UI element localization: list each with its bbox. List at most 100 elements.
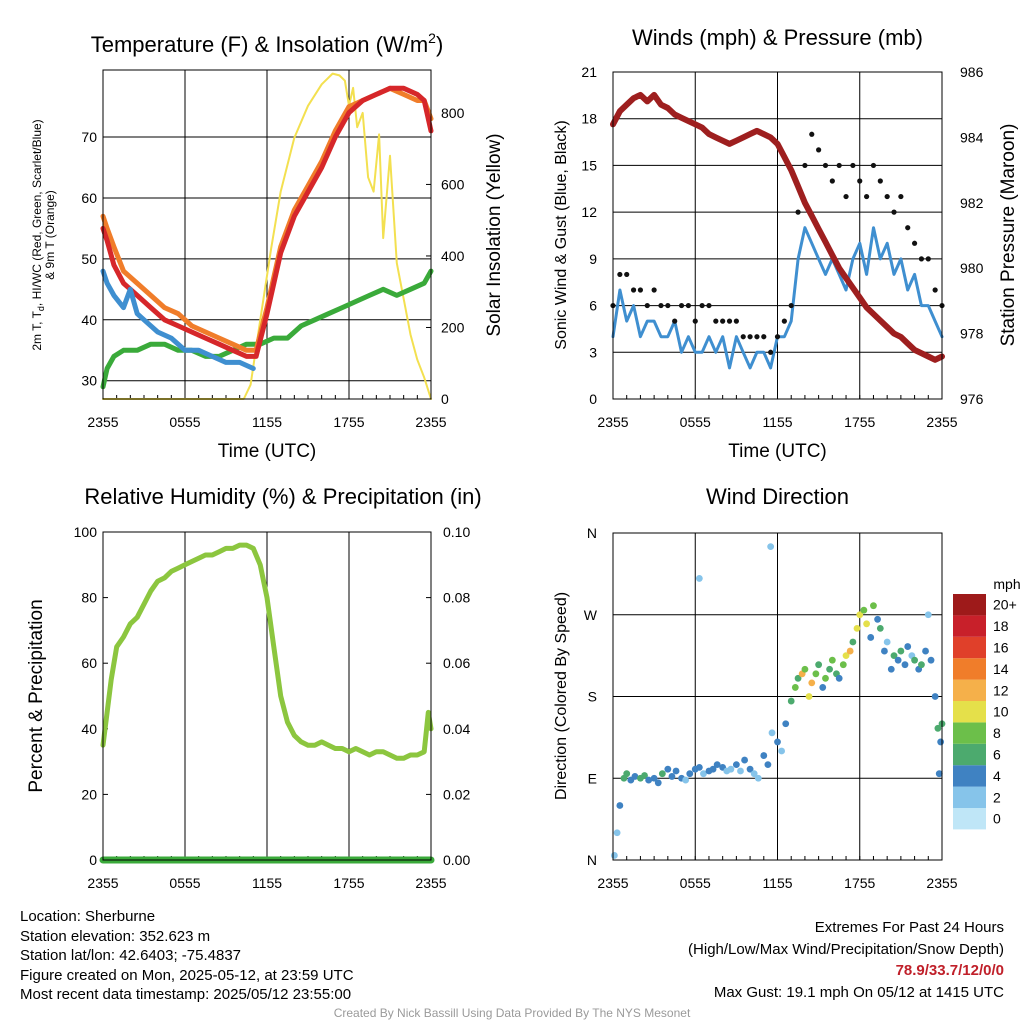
winds-x-tick-label: 1155 (762, 414, 792, 430)
temp-y-tick-label: 40 (81, 312, 97, 328)
winds-gust-point (630, 287, 637, 293)
colorbar-swatch (953, 743, 986, 766)
winds-gust-point (891, 209, 897, 215)
extremes-legend: (High/Low/Max Wind/Precipitation/Snow De… (688, 940, 1004, 958)
latlon-text: Station lat/lon: 42.6403; -75.4837 (20, 947, 242, 964)
temp-title: Temperature (F) & Insolation (W/m2) (91, 30, 444, 57)
dir-point (835, 674, 843, 682)
temp-series-insolation (102, 72, 432, 400)
colorbar-swatch (953, 701, 986, 723)
dir-point (682, 776, 690, 784)
dir-point (741, 756, 748, 764)
temp-ylabel: 2m T, Td, HI/WC (Red, Green, Scarlet/Blu… (30, 119, 57, 350)
rh-y-tick-label: 60 (81, 655, 97, 671)
winds-gust-point (809, 131, 815, 137)
dir-point (887, 665, 895, 673)
winds-gust-point (843, 193, 849, 200)
dir-point (613, 829, 621, 837)
colorbar-swatch (953, 786, 986, 808)
dir-point (819, 684, 827, 691)
station-info: Location: Sherburne Station elevation: 3… (20, 907, 354, 1005)
winds-gust-point (678, 302, 685, 309)
winds-gust-point (918, 256, 925, 262)
winds-gust-point (733, 318, 739, 324)
winds-gust-point (651, 287, 657, 293)
winds-gust-point (884, 193, 890, 200)
winds-gust-point (836, 162, 842, 169)
dir-point (713, 761, 721, 769)
winds-gust-point (754, 334, 760, 340)
dir-point (774, 738, 781, 746)
dir-y-tick-label: N (587, 852, 597, 868)
dir-point (828, 656, 836, 664)
temp-ylabel-line2: & 9m T (Orange) (43, 190, 57, 280)
dir-point (812, 670, 820, 678)
winds-gust-point (905, 225, 911, 231)
rh-x-tick-label: 0555 (169, 875, 200, 891)
winds-y2label: Station Pressure (Maroon) (998, 124, 1019, 347)
winds-y-tick-label: 6 (589, 298, 597, 314)
rh-x-tick-label: 2355 (87, 875, 118, 891)
winds-gust-point (726, 318, 733, 324)
winds-gust-point (624, 271, 630, 278)
winds-gust-point (699, 302, 705, 309)
colorbar-label: 4 (993, 768, 1001, 784)
winds-x-tick-label: 0555 (680, 414, 711, 430)
winds-x-tick-label: 1755 (844, 414, 875, 430)
winds-gust-point (822, 162, 829, 169)
rh-plot-frame (102, 531, 432, 861)
winds-gust-point (781, 318, 787, 324)
temp-ylabel-line1: 2m T, Td, HI/WC (Red, Green, Scarlet/Blu… (30, 119, 46, 350)
rh-y-tick-label: 100 (74, 524, 98, 540)
winds-x-tick-label: 2355 (597, 414, 628, 430)
temp-x-tick-label: 2355 (415, 414, 446, 430)
winds-gust-point (720, 318, 726, 324)
winds-x-tick-label: 2355 (926, 414, 957, 430)
winds-y-tick-label: 21 (581, 64, 597, 80)
colorbar-swatch (953, 722, 986, 744)
dir-point (856, 611, 864, 619)
dir-x-tick-label: 1155 (762, 875, 792, 891)
winds-gust-point (850, 162, 856, 169)
dir-point (931, 693, 939, 700)
winds-y-tick-label: 3 (589, 344, 597, 360)
winds-y2-tick-label: 978 (960, 326, 984, 342)
colorbar-swatch (953, 636, 986, 659)
dir-point (849, 638, 857, 646)
winds-gust-point (788, 302, 794, 309)
dir-point (709, 765, 717, 773)
rh-x-tick-label: 1155 (252, 875, 282, 891)
winds-y2-tick-label: 980 (960, 260, 984, 276)
winds-gust-point (829, 178, 835, 184)
winds-gust-point (685, 302, 691, 309)
dir-point (764, 761, 772, 769)
elevation-text: Station elevation: 352.623 m (20, 927, 211, 945)
winds-y-tick-label: 12 (581, 204, 597, 220)
winds-gust-point (857, 178, 863, 184)
dir-plot-frame (612, 532, 943, 861)
temp-xlabel: Time (UTC) (218, 441, 317, 462)
extremes-info: Extremes For Past 24 Hours (High/Low/Max… (688, 917, 1004, 1003)
winds-gust-point (644, 302, 650, 309)
dir-point (695, 763, 703, 771)
winds-gust-point (864, 193, 870, 200)
dir-point (842, 652, 850, 660)
rh-y2-tick-label: 0.04 (443, 721, 470, 737)
winds-gust-point (747, 334, 753, 340)
winds-gust-point (672, 318, 678, 324)
winds-gust-point (658, 302, 664, 309)
winds-plot-frame (612, 71, 943, 400)
dir-point (631, 773, 639, 780)
colorbar-label: 0 (993, 811, 1001, 827)
dir-point (890, 652, 898, 660)
temp-series-wc (100, 268, 256, 371)
rh-ylabel: Percent & Precipitation (26, 599, 47, 792)
extremes-title: Extremes For Past 24 Hours (814, 919, 1004, 936)
winds-gust-point (713, 318, 719, 324)
winds-gust-point (637, 287, 644, 293)
dir-point (822, 674, 829, 682)
winds-gust-point (925, 256, 931, 262)
dir-point (805, 693, 813, 700)
dir-y-tick-label: S (588, 689, 597, 705)
